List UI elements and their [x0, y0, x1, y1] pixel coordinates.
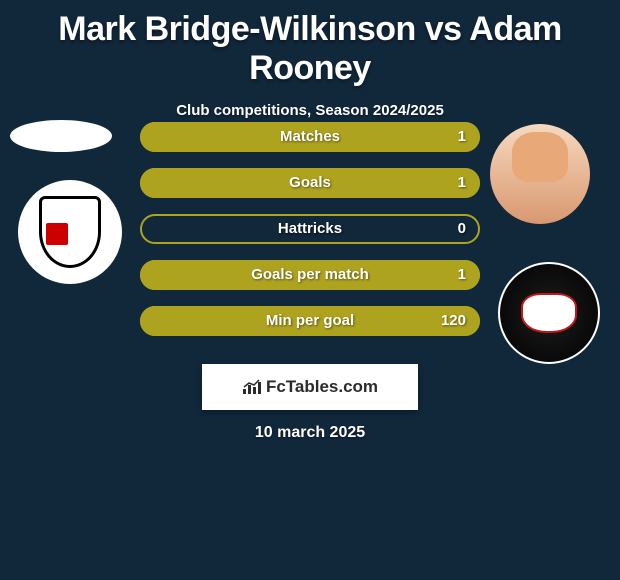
stat-row-min-per-goal: Min per goal 120	[140, 306, 480, 336]
stat-value-right: 1	[458, 260, 466, 290]
stat-label: Matches	[140, 122, 480, 152]
stat-row-hattricks: Hattricks 0	[140, 214, 480, 244]
stat-label: Min per goal	[140, 306, 480, 336]
brand-badge[interactable]: FcTables.com	[202, 364, 418, 410]
stat-value-right: 1	[458, 168, 466, 198]
page-title: Mark Bridge-Wilkinson vs Adam Rooney	[0, 0, 620, 88]
club-left-badge	[18, 180, 122, 284]
stat-value-right: 1	[458, 122, 466, 152]
stat-value-right: 120	[441, 306, 466, 336]
comparison-date: 10 march 2025	[0, 424, 620, 442]
stats-chart: Matches 1 Goals 1 Hattricks 0 Goals per …	[140, 122, 480, 352]
subtitle: Club competitions, Season 2024/2025	[0, 102, 620, 119]
club-right-bull-icon	[521, 293, 577, 333]
avatar-face-shape	[512, 132, 568, 182]
player-left-avatar	[10, 120, 112, 152]
stat-label: Goals per match	[140, 260, 480, 290]
stat-value-right: 0	[458, 214, 466, 244]
player-right-avatar	[490, 124, 590, 224]
stat-label: Goals	[140, 168, 480, 198]
stat-row-goals: Goals 1	[140, 168, 480, 198]
stat-row-matches: Matches 1	[140, 122, 480, 152]
club-left-shield-icon	[39, 196, 101, 268]
stat-row-goals-per-match: Goals per match 1	[140, 260, 480, 290]
stat-label: Hattricks	[140, 214, 480, 244]
chart-icon	[242, 379, 262, 395]
brand-text: FcTables.com	[266, 377, 378, 397]
club-right-badge	[498, 262, 600, 364]
